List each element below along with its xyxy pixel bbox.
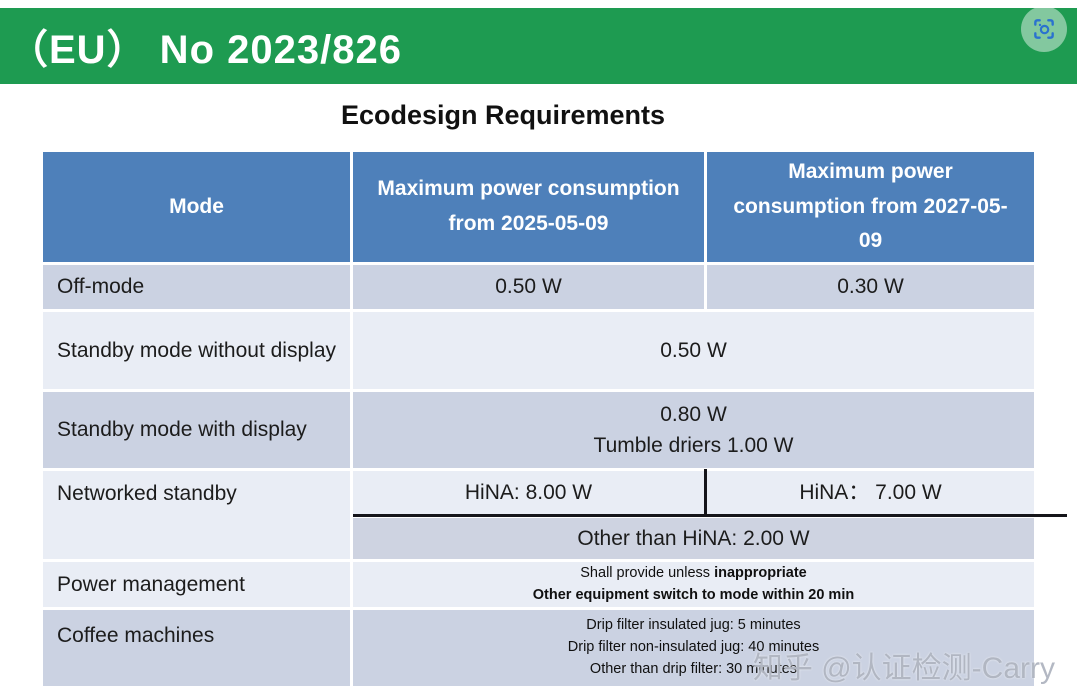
row-off-mode-label: Off-mode [43,265,350,309]
annotation-horizontal-line [353,514,1067,517]
power-management-line1: Shall provide unless inappropriate [580,563,806,585]
column-header-max-2025: Maximum power consumption from 2025-05-0… [353,152,704,262]
row-standby-with-display-label: Standby mode with display [43,392,350,468]
standby-no-display-value: 0.50 W [353,312,1034,389]
coffee-machines-line2: Drip filter non-insulated jug: 40 minute… [567,639,820,656]
power-management-line2: Other equipment switch to mode within 20… [532,586,855,603]
row-power-management-label: Power management [43,562,350,607]
standby-with-display-value-line1: 0.80 W [660,402,727,426]
power-management-value: Shall provide unless inappropriate Other… [353,562,1034,607]
column-header-max-2027: Maximum power consumption from 2027-05-0… [707,152,1034,262]
standby-with-display-value-line2: Tumble driers 1.00 W [593,434,794,457]
power-management-line1-text: Shall provide unless [580,564,715,581]
row-standby-no-display-label: Standby mode without display [43,312,350,389]
ecodesign-requirements-table: Mode Maximum power consumption from 2025… [43,152,1034,686]
annotation-vertical-line [704,469,707,517]
page-title: Ecodesign Requirements [340,100,666,130]
networked-standby-hina-2025: HiNA: 8.00 W [353,471,704,515]
row-networked-standby-label: Networked standby [43,471,350,559]
power-management-line1-bold: inappropriate [714,564,807,581]
regulation-number-title: （EU） No 2023/826 [8,28,402,72]
top-margin-strip [0,0,1077,8]
image-ocr-scan-button[interactable] [1021,6,1067,52]
networked-standby-other-than-hina: Other than HiNA: 2.00 W [353,518,1034,559]
row-coffee-machines-label: Coffee machines [43,610,350,686]
off-mode-value-2027: 0.30 W [707,265,1034,309]
coffee-machines-line1: Drip filter insulated jug: 5 minutes [586,617,801,634]
networked-standby-hina-2027: HiNA： 7.00 W [707,471,1034,515]
regulation-banner: （EU） No 2023/826 [0,8,1077,84]
coffee-machines-value: Drip filter insulated jug: 5 minutes Dri… [353,610,1034,686]
standby-with-display-value: 0.80 W Tumble driers 1.00 W [353,392,1034,468]
off-mode-value-2025: 0.50 W [353,265,704,309]
scan-camera-icon [1031,16,1057,42]
column-header-mode: Mode [43,152,350,262]
coffee-machines-line3: Other than drip filter: 30 minutes [589,660,798,677]
